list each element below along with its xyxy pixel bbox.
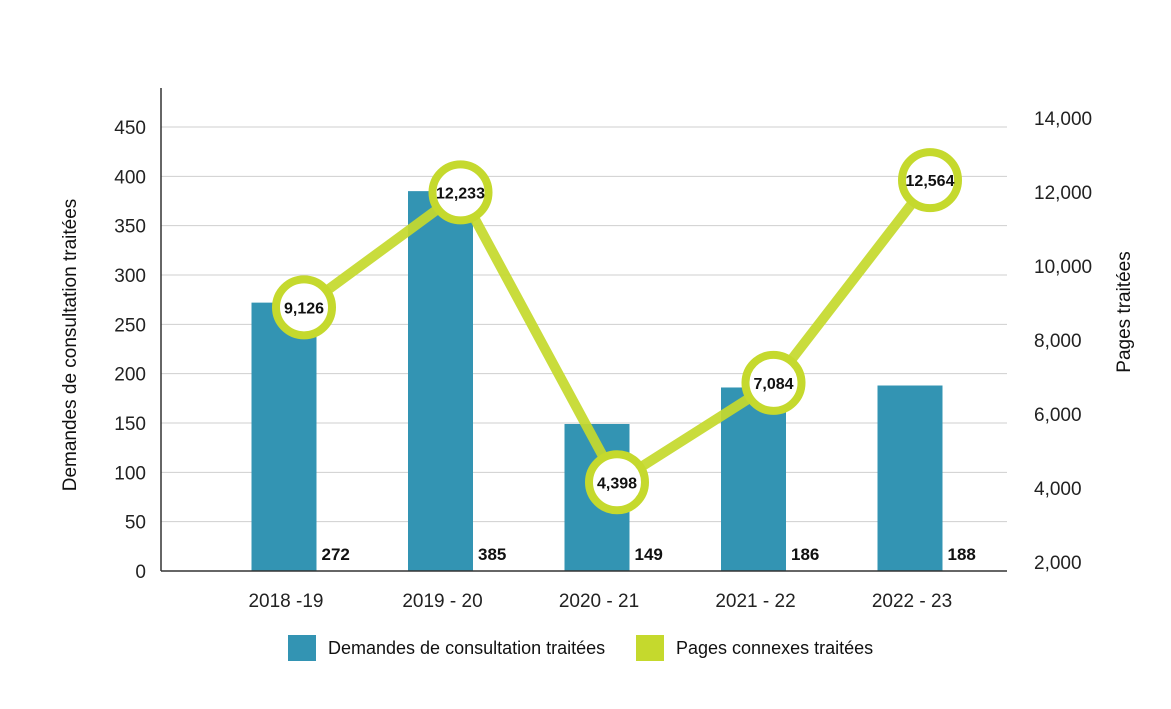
- y-tick-left: 350: [114, 217, 146, 238]
- y-tick-left: 400: [114, 167, 146, 188]
- bar-series: [251, 191, 943, 571]
- y-axis-title-right: Pages traitées: [1114, 251, 1135, 372]
- bar: [251, 302, 317, 571]
- legend-label-bars: Demandes de consultation traitées: [328, 637, 606, 658]
- y-tick-left: 0: [135, 562, 146, 583]
- legend-label-line: Pages connexes traitées: [676, 637, 874, 658]
- line-point: [898, 148, 962, 213]
- y-tick-left: 450: [114, 118, 146, 139]
- legend-swatch-line: [636, 635, 664, 661]
- y-tick-left: 150: [114, 414, 146, 435]
- line-point: [585, 450, 649, 515]
- line-point: [272, 275, 336, 340]
- data-labels: 272 385 149 186 188 9,126 12,233 4,398 7,084 12,5…: [284, 173, 976, 564]
- x-tick: 2022 - 23: [872, 591, 952, 612]
- axes: 0 50 100 150 200 250 300 350 400 450 2,000 4,000 6,0…: [114, 88, 1092, 612]
- x-tick: 2019 - 20: [402, 591, 482, 612]
- y-tick-right: 14,000: [1034, 109, 1092, 130]
- line-point: [428, 160, 493, 225]
- y-tick-right: 10,000: [1034, 257, 1092, 278]
- y-tick-right: 12,000: [1034, 183, 1092, 204]
- legend-item-bars: Demandes de consultation traitées: [288, 633, 605, 663]
- bar: [408, 191, 473, 571]
- y-tick-left: 250: [114, 315, 146, 336]
- line-point-label: 12,233: [436, 185, 485, 202]
- line-point-label: 12,564: [906, 173, 955, 190]
- line-series: [272, 148, 962, 515]
- y-tick-left: 50: [125, 513, 146, 534]
- y-tick-right: 8,000: [1034, 331, 1082, 352]
- bar-label: 272: [322, 545, 350, 564]
- y-tick-right: 6,000: [1034, 405, 1082, 426]
- bar: [721, 387, 786, 571]
- y-tick-right: 4,000: [1034, 479, 1082, 500]
- bar-label: 188: [948, 545, 976, 564]
- y-axis-title-left: Demandes de consultation traitées: [60, 199, 81, 492]
- line-point: [741, 350, 806, 415]
- legend-swatch-bars: [288, 635, 316, 661]
- y-tick-left: 300: [114, 266, 146, 287]
- y-tick-left: 100: [114, 463, 146, 484]
- y-tick-right: 2,000: [1034, 553, 1082, 574]
- x-tick: 2020 - 21: [559, 591, 639, 612]
- x-tick: 2021 - 22: [715, 591, 795, 612]
- x-tick: 2018 -19: [248, 591, 323, 612]
- legend: Demandes de consultation traitées Pages …: [0, 633, 1171, 665]
- line-point-label: 9,126: [284, 300, 324, 317]
- line-point-label: 7,084: [753, 376, 793, 393]
- bar-label: 186: [791, 545, 819, 564]
- bar-label: 149: [635, 545, 663, 564]
- combo-chart: 0 50 100 150 200 250 300 350 400 450 2,000 4,000 6,0…: [60, 88, 1135, 612]
- bar-label: 385: [478, 545, 506, 564]
- legend-item-line: Pages connexes traitées: [636, 633, 873, 663]
- y-tick-left: 200: [114, 365, 146, 386]
- line-point-label: 4,398: [597, 475, 637, 492]
- bar: [877, 385, 943, 571]
